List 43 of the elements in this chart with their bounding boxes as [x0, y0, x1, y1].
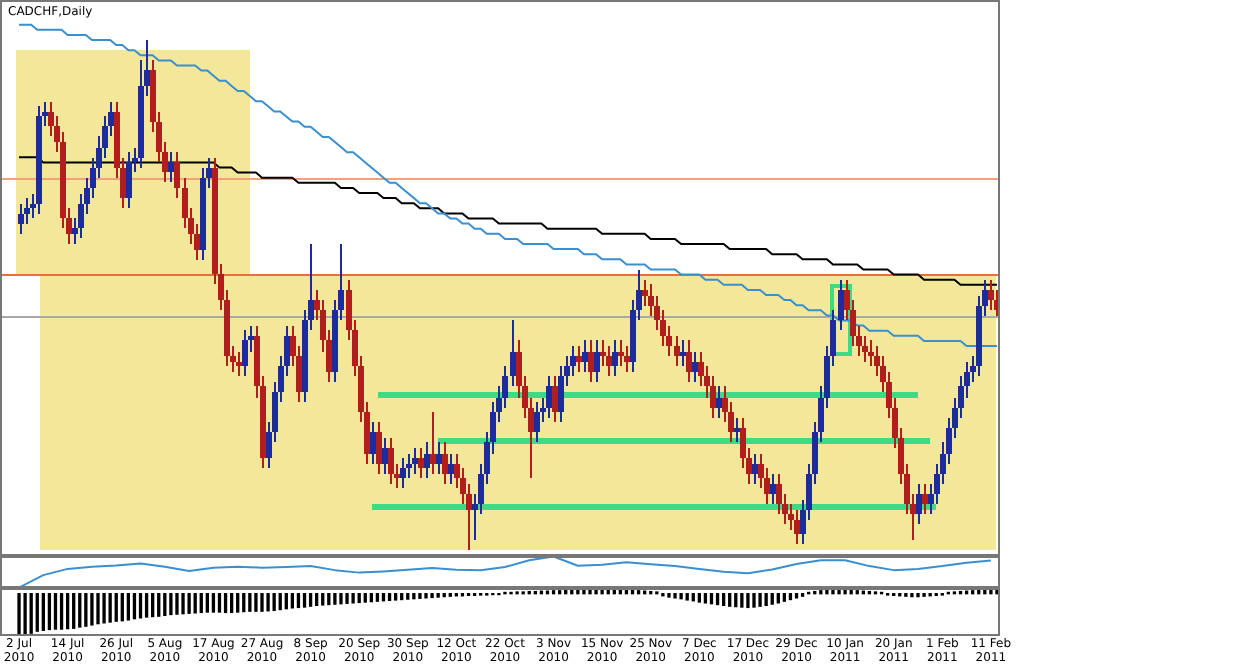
candlestick [448, 453, 454, 485]
candlestick [370, 421, 376, 465]
candlestick [424, 441, 430, 479]
candlestick [242, 329, 248, 377]
candlestick [236, 351, 242, 377]
candlestick [382, 437, 388, 475]
candlestick [618, 339, 624, 367]
candlestick [174, 151, 180, 199]
candlestick [430, 411, 436, 475]
candlestick [686, 339, 692, 383]
candlestick [716, 385, 722, 419]
candlestick [552, 375, 558, 423]
candlestick [412, 447, 418, 475]
candlestick [594, 339, 600, 383]
candlestick [436, 441, 442, 475]
candlestick [988, 279, 994, 311]
candlestick [546, 375, 552, 419]
candlestick [770, 473, 776, 505]
candlestick [674, 335, 680, 367]
candlestick [624, 345, 630, 373]
candlestick [576, 345, 582, 373]
candlestick [400, 457, 406, 489]
candlestick [680, 339, 686, 367]
candlestick [922, 483, 928, 515]
candlestick [752, 453, 758, 485]
candlestick [612, 339, 618, 377]
candlestick [588, 339, 594, 383]
candlestick [168, 151, 174, 183]
candlestick [442, 441, 448, 485]
candlestick [418, 447, 424, 479]
candlestick [388, 437, 394, 485]
candlestick [18, 203, 24, 235]
candlestick [692, 351, 698, 383]
candlestick [376, 421, 382, 475]
candlestick [582, 339, 588, 373]
candlestick [794, 509, 800, 545]
candlestick [510, 319, 516, 387]
candlestick [916, 483, 922, 525]
candlestick [126, 151, 132, 209]
candlestick [534, 401, 540, 443]
candlestick [838, 279, 844, 331]
candlestick [734, 417, 740, 443]
candlestick [606, 345, 612, 377]
